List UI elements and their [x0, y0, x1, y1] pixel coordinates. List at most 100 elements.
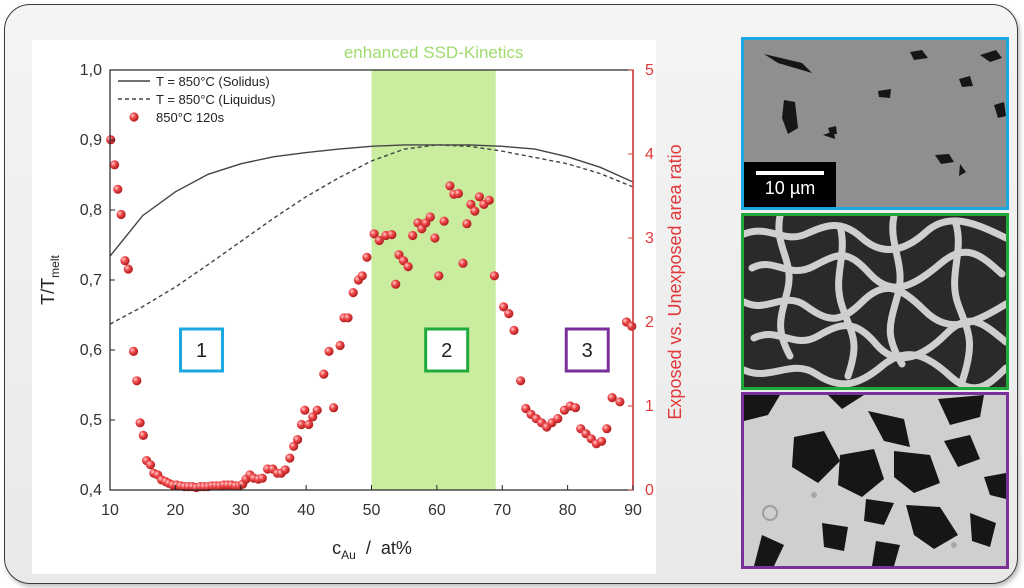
data-point	[516, 376, 526, 386]
x-axis-label-sub: Au	[341, 548, 356, 562]
data-point	[145, 460, 156, 470]
data-point	[304, 419, 314, 430]
y-left-axis-label: T/Tmelt	[38, 255, 62, 305]
y-left-label-sub: melt	[48, 255, 62, 278]
micrograph-3-image	[744, 395, 1006, 566]
data-point	[289, 441, 299, 451]
legend-label: T = 850°C (Solidus)	[156, 74, 270, 89]
region-label: 1	[196, 340, 207, 362]
data-point	[113, 184, 123, 194]
x-axis-label: cAu / at%	[332, 538, 412, 562]
data-point	[357, 271, 367, 281]
micrograph-region-1: 10 µm	[741, 37, 1009, 210]
chart-background	[32, 40, 656, 574]
y-left-tick-label: 1,0	[80, 62, 102, 79]
data-point	[132, 376, 142, 386]
y-right-axis-label: Exposed vs. Unexposed area ratio	[665, 144, 685, 419]
data-point	[453, 188, 463, 199]
x-tick-label: 70	[493, 502, 511, 519]
data-point	[462, 219, 472, 229]
data-point	[324, 346, 334, 356]
data-point	[348, 288, 358, 298]
data-point	[484, 195, 494, 205]
data-point	[474, 192, 484, 202]
data-point	[504, 309, 514, 319]
scale-bar-box: 10 µm	[744, 162, 836, 207]
data-point	[458, 258, 468, 268]
y-right-tick-label: 2	[645, 314, 654, 331]
y-right-tick-label: 5	[645, 62, 654, 79]
data-point	[425, 212, 435, 222]
data-point	[521, 403, 531, 414]
data-point	[387, 230, 397, 240]
data-point	[296, 419, 307, 430]
data-point	[329, 403, 339, 413]
data-point	[369, 229, 379, 239]
y-left-tick-label: 0,9	[80, 132, 102, 149]
data-point	[123, 264, 133, 274]
solidus-line	[109, 144, 634, 257]
data-point	[434, 271, 444, 281]
x-tick-label: 90	[624, 502, 642, 519]
data-point	[362, 252, 372, 262]
data-point	[135, 418, 145, 428]
data-point	[391, 279, 401, 289]
data-point	[257, 473, 267, 483]
micrograph-region-3	[741, 392, 1009, 569]
legend-marker	[129, 112, 139, 122]
scale-bar-line	[756, 171, 824, 175]
data-point	[627, 321, 637, 331]
y-right-tick-label: 0	[645, 482, 654, 499]
data-point	[335, 340, 345, 351]
y-left-tick-label: 0,6	[80, 342, 102, 359]
data-point	[128, 346, 139, 356]
y-left-tick-label: 0,7	[80, 272, 102, 289]
y-right-tick-label: 3	[645, 230, 654, 247]
data-point	[319, 369, 329, 379]
liquidus-line	[109, 144, 634, 325]
data-point	[615, 397, 625, 407]
x-axis-label-main: c	[332, 538, 341, 558]
y-left-label-main: T/T	[38, 278, 58, 305]
data-point	[280, 465, 290, 475]
x-tick-label: 10	[101, 502, 119, 519]
data-point	[607, 393, 617, 403]
x-tick-label: 50	[363, 502, 381, 519]
scale-bar-label: 10 µm	[764, 178, 816, 198]
enhanced-kinetics-region	[371, 70, 496, 490]
data-point	[553, 414, 563, 424]
region-box-1	[179, 327, 225, 373]
data-point	[499, 302, 509, 312]
x-tick-label: 60	[428, 502, 446, 519]
data-point	[403, 262, 413, 272]
region-label: 3	[582, 340, 593, 362]
x-axis-label-unit: / at%	[356, 538, 412, 558]
legend-label: 850°C 120s	[156, 110, 225, 125]
data-point	[308, 412, 318, 422]
y-left-tick-label: 0,4	[80, 482, 102, 499]
data-point	[285, 453, 295, 463]
x-tick-label: 80	[559, 502, 577, 519]
data-point	[470, 206, 480, 216]
data-point	[293, 435, 303, 445]
region-label: 2	[441, 340, 452, 362]
data-point	[430, 233, 440, 243]
data-point	[312, 405, 322, 415]
data-point	[570, 403, 581, 413]
y-left-tick-label: 0,5	[80, 412, 102, 429]
data-point	[439, 216, 449, 226]
micrograph-region-2	[741, 213, 1009, 390]
y-right-tick-label: 1	[645, 398, 654, 415]
x-tick-label: 30	[232, 502, 250, 519]
region-box-2	[424, 327, 470, 373]
data-point	[408, 230, 418, 241]
data-point	[120, 256, 130, 266]
data-point	[343, 313, 353, 323]
data-point	[602, 424, 612, 434]
data-point	[374, 235, 384, 246]
data-point	[138, 430, 148, 440]
legend-label: T = 850°C (Liquidus)	[156, 92, 276, 107]
y-right-tick-label: 4	[645, 146, 654, 163]
